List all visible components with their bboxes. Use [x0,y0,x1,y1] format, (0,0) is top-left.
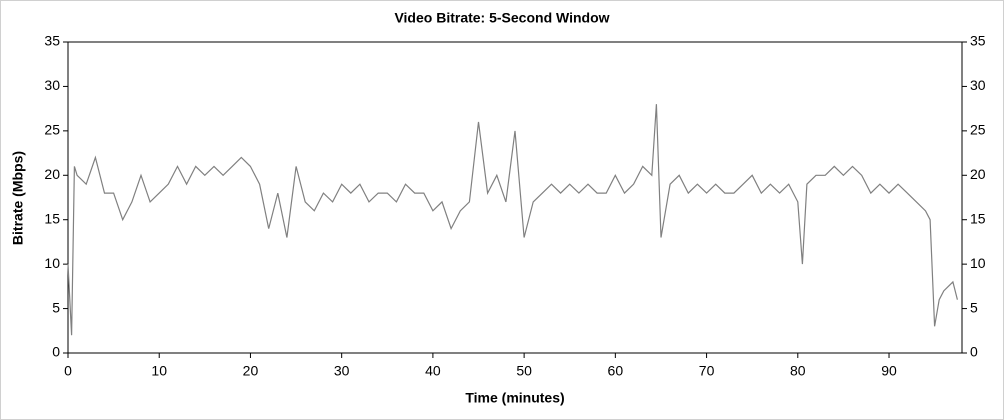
y-axis-label: Bitrate (Mbps) [10,151,26,245]
bitrate-line [67,104,958,336]
y-tick-label: 10 [44,255,60,271]
x-tick-label: 80 [790,363,806,379]
y-tick-label: 35 [44,33,60,49]
y2-tick-label: 5 [970,299,978,315]
y2-tick-label: 0 [970,344,978,360]
y2-tick-label: 30 [970,77,986,93]
x-tick-label: 90 [881,363,897,379]
x-tick-label: 50 [516,363,532,379]
y2-tick-label: 15 [970,210,986,226]
y-tick-label: 0 [52,344,60,360]
y-tick-label: 15 [44,210,60,226]
x-tick-label: 0 [64,363,72,379]
x-tick-label: 40 [425,363,441,379]
y2-tick-label: 20 [970,166,986,182]
x-tick-label: 30 [334,363,350,379]
chart-title: Video Bitrate: 5-Second Window [394,10,609,26]
x-tick-label: 20 [243,363,259,379]
y2-tick-label: 25 [970,122,986,138]
x-tick-label: 10 [151,363,167,379]
y-tick-label: 5 [52,299,60,315]
y2-tick-label: 10 [970,255,986,271]
x-tick-label: 60 [608,363,624,379]
x-axis-label: Time (minutes) [465,390,564,406]
y2-tick-label: 35 [970,33,986,49]
y-tick-label: 30 [44,77,60,93]
y-tick-label: 20 [44,166,60,182]
x-tick-label: 70 [699,363,715,379]
plot-frame [67,41,963,354]
y-tick-label: 25 [44,122,60,138]
